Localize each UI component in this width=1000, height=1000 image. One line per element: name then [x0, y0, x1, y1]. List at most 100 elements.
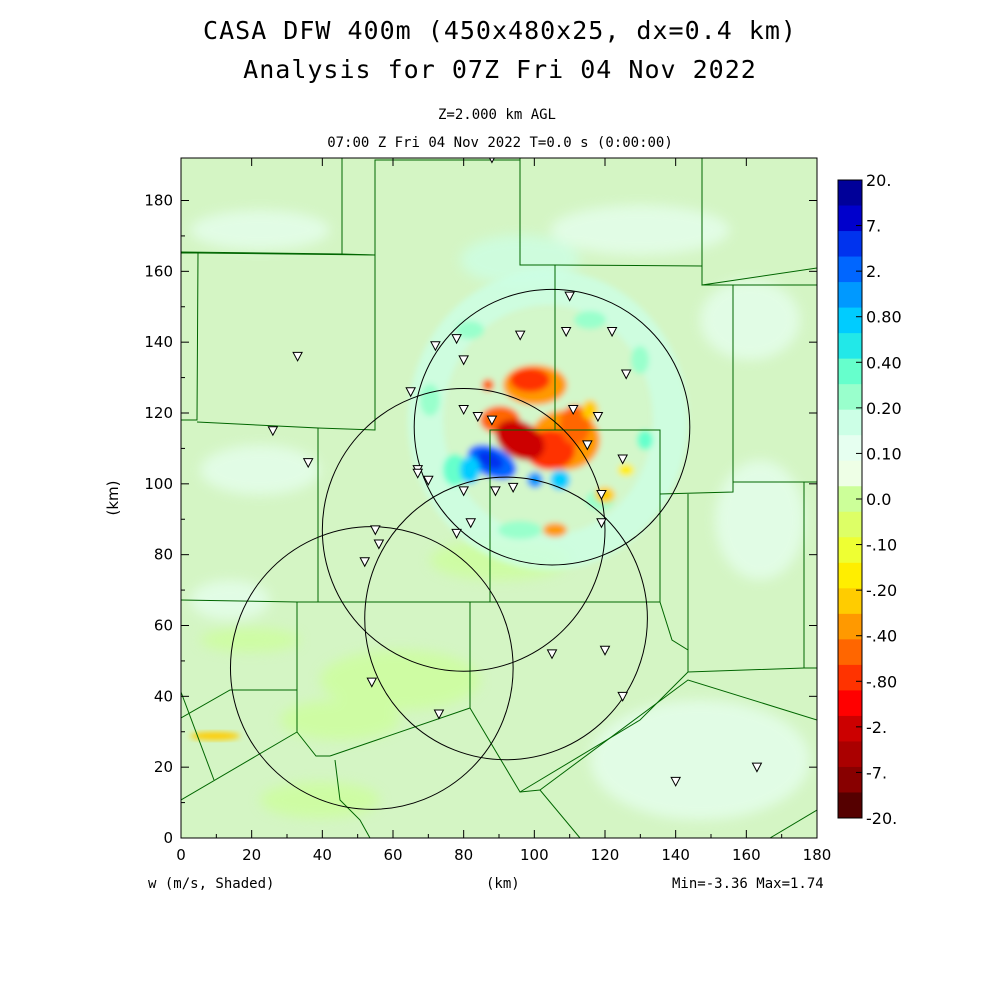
- radar-site-marker: [617, 454, 628, 465]
- radar-site-marker: [670, 776, 681, 787]
- radar-site-marker: [458, 355, 469, 366]
- colorbar-swatch: [838, 741, 862, 768]
- radar-site-marker: [458, 404, 469, 416]
- x-tick-label: 140: [661, 846, 690, 864]
- radar-ring: [364, 476, 648, 761]
- radar-site-marker: [292, 351, 303, 362]
- y-tick-label: 160: [144, 262, 173, 280]
- colorbar: 20. 7. 2. 0.80 0.40 0.20 0.10 0.0 -.10 -.20 -.40 -.…: [837, 171, 902, 828]
- radar-site-marker: [267, 426, 279, 437]
- radar-site-marker: [490, 486, 501, 497]
- radar-site-marker: [582, 440, 593, 451]
- colorbar-swatch: [838, 409, 862, 436]
- x-tick-label: 20: [242, 846, 261, 864]
- time-subtitle: 07:00 Z Fri 04 Nov 2022 T=0.0 s (0:00:00…: [327, 135, 673, 151]
- colorbar-label: 0.10: [866, 444, 902, 463]
- radar-site-marker: [560, 327, 572, 338]
- colorbar-swatch: [838, 766, 862, 793]
- colorbar-label: 0.80: [866, 308, 902, 327]
- y-tick-label: 60: [154, 617, 173, 635]
- colorbar-swatch: [838, 384, 862, 411]
- radar-site-marker: [370, 525, 381, 536]
- radar-site-marker: [423, 475, 434, 486]
- radar-site-marker: [412, 468, 424, 479]
- chart-title-line1: CASA DFW 400m (450x480x25, dx=0.4 km): [203, 16, 797, 45]
- colorbar-label: 0.40: [866, 353, 902, 372]
- y-axis-label: (km): [104, 480, 122, 515]
- y-tick-label: 180: [144, 192, 173, 210]
- x-tick-label: 120: [591, 846, 620, 864]
- radar-site-marker: [606, 327, 618, 338]
- y-tick-label: 100: [144, 475, 173, 493]
- colorbar-swatch: [838, 715, 862, 742]
- colorbar-swatch: [838, 562, 862, 589]
- colorbar-label: -.40: [866, 627, 897, 646]
- radar-site-marker: [507, 482, 519, 493]
- radar-site-marker: [599, 645, 611, 656]
- radar-site-marker: [592, 412, 604, 423]
- x-tick-label: 40: [313, 846, 332, 864]
- x-tick-label: 100: [520, 846, 549, 864]
- vertical-velocity-field: [181, 158, 817, 838]
- colorbar-label: -.20: [866, 581, 897, 600]
- y-axis: 0 20 40 60 80 100 120 140 160 180: [144, 192, 817, 847]
- colorbar-swatch: [838, 205, 862, 232]
- chart-title-line2: Analysis for 07Z Fri 04 Nov 2022: [243, 55, 757, 84]
- radar-site-marker: [405, 387, 416, 398]
- colorbar-swatch: [838, 307, 862, 334]
- colorbar-label: 2.: [866, 262, 881, 281]
- radar-site-marker: [567, 404, 579, 416]
- radar-site-marker: [359, 557, 371, 568]
- radar-site-marker: [465, 518, 477, 529]
- colorbar-swatch: [838, 690, 862, 717]
- radar-site-marker: [451, 334, 462, 345]
- y-tick-label: 80: [154, 546, 173, 564]
- level-subtitle: Z=2.000 km AGL: [437, 107, 556, 123]
- y-tick-label: 140: [144, 333, 173, 351]
- radar-site-marker: [564, 291, 575, 302]
- colorbar-swatch: [838, 460, 862, 487]
- radar-site-marker: [514, 330, 526, 341]
- variable-label: w (m/s, Shaded): [148, 876, 275, 892]
- colorbar-swatch: [838, 537, 862, 564]
- colorbar-swatch: [838, 588, 862, 615]
- y-tick-label: 40: [154, 687, 173, 705]
- y-tick-label: 120: [144, 404, 173, 422]
- x-axis: 0 20 40 60 80 100 120 140 160 180: [176, 158, 831, 864]
- colorbar-label: -.80: [866, 672, 897, 691]
- colorbar-label: -7.: [866, 763, 887, 782]
- radar-site-marker: [433, 709, 445, 720]
- radar-site-marker: [546, 649, 558, 660]
- radar-site-marker: [366, 677, 378, 688]
- colorbar-swatch: [838, 664, 862, 691]
- colorbar-label: -2.: [866, 718, 887, 737]
- y-tick-label: 20: [154, 758, 173, 776]
- colorbar-label: 20.: [866, 171, 891, 190]
- radar-site-marker: [458, 486, 469, 497]
- x-tick-label: 160: [732, 846, 761, 864]
- min-max-label: Min=-3.36 Max=1.74: [672, 876, 824, 892]
- x-unit-label: (km): [486, 876, 520, 892]
- county-boundaries: [181, 158, 817, 838]
- colorbar-label: 0.0: [866, 490, 891, 509]
- colorbar-swatch: [838, 256, 862, 283]
- colorbar-swatch: [838, 639, 862, 666]
- radar-site-marker: [486, 415, 498, 426]
- radar-site-marker: [373, 539, 385, 550]
- colorbar-label: 0.20: [866, 399, 902, 418]
- radar-site-marker: [302, 458, 314, 469]
- colorbar-swatch: [838, 333, 862, 360]
- colorbar-swatch: [838, 231, 862, 258]
- colorbar-swatch: [838, 358, 862, 385]
- y-tick-label: 0: [163, 829, 173, 847]
- radar-site-marker: [620, 369, 632, 380]
- radar-site-marker: [451, 528, 462, 539]
- x-tick-label: 80: [454, 846, 473, 864]
- radar-ring: [413, 288, 691, 566]
- colorbar-swatch: [838, 792, 862, 819]
- radar-site-marker: [596, 489, 607, 501]
- colorbar-label: -20.: [866, 809, 897, 828]
- radar-site-marker: [430, 341, 441, 352]
- x-tick-label: 0: [176, 846, 186, 864]
